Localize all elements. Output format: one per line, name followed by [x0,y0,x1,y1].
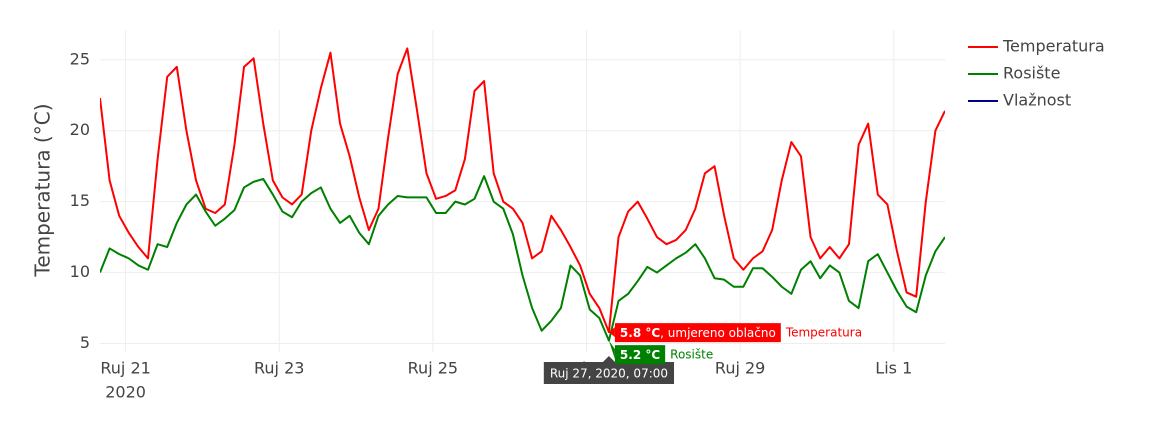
hover-x-pointer [602,356,615,362]
y-tick-label: 10 [70,262,90,281]
x-tick-label: Ruj 25 [408,359,458,378]
hover-text: 5.2 °C [620,348,660,362]
hover-note: , umjereno oblačno [660,326,776,340]
hover-series-name: Rosište [670,348,713,362]
y-tick-label: 5 [80,333,90,352]
hover-value: 5.8 °C [620,326,660,340]
legend: Temperatura Rosište Vlažnost [968,37,1105,110]
x-year-label: 2020 [105,383,146,402]
legend-label: Rosište [1003,64,1060,83]
hover-series-name: Temperatura [785,326,862,340]
y-tick-label: 15 [70,191,90,210]
grid [100,30,945,352]
series-line [100,175,945,342]
y-axis-title: Temperatura (°C) [31,103,55,277]
hover-box [614,345,666,365]
hover-labels: Ruj 27, 2020, 07:00 5.8 °C, umjereno obla… [543,323,862,384]
legend-label: Temperatura [1002,37,1105,56]
hover-x-box [543,362,675,384]
hover-text: 5.8 °C, umjereno oblačno [620,326,776,340]
y-tick-label: 20 [70,120,90,139]
x-tick-label: Lis 1 [875,359,912,378]
hover-x-label: Ruj 27, 2020, 07:00 [550,367,668,381]
plot-area [100,47,945,342]
x-tick-label: Ruj 21 [100,359,150,378]
series-line [100,47,945,334]
y-tick-label: 25 [70,49,90,68]
hover-value: 5.2 °C [620,348,660,362]
legend-label: Vlažnost [1003,91,1071,110]
hover-pointer [608,327,615,338]
hover-box [614,323,781,343]
x-tick-label: Ruj 29 [715,359,765,378]
x-tick-label: Ruj 23 [254,359,304,378]
hover-pointer [608,340,615,360]
